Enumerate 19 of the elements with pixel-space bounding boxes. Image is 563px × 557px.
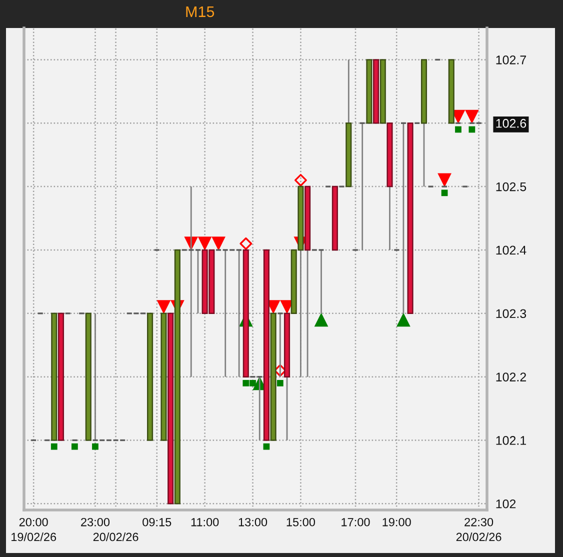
y-tick-label: 102.1 [496, 436, 526, 445]
x-tick-label: 11:00 [191, 518, 219, 526]
chart-title: M15 [186, 6, 214, 18]
x-tick-label: 09:15 [142, 518, 172, 526]
y-tick-label: 102.3 [496, 309, 526, 318]
y-tick-label: 102.5 [496, 182, 526, 192]
y-tick-label: 102.7 [496, 56, 526, 64]
x-tick-label: 23:00 [81, 518, 110, 526]
y-tick-label: 102.2 [496, 372, 526, 382]
x-tick-label: 20/02/26 [93, 532, 138, 542]
x-tick-label: 17:00 [342, 518, 370, 526]
x-tick-label: 20:00 19/02/26 [12, 518, 56, 542]
y-tick-label: 102 [496, 499, 516, 508]
x-tick-label: 19:00 [382, 518, 411, 526]
x-tick-label: 15:00 [286, 518, 316, 526]
y-tick-label: 102.6 [496, 118, 526, 128]
x-tick-label: 22:30 20/02/26 [456, 518, 502, 542]
x-tick-label: 13:00 [238, 518, 268, 526]
y-tick-label: 102.4 [496, 246, 526, 255]
